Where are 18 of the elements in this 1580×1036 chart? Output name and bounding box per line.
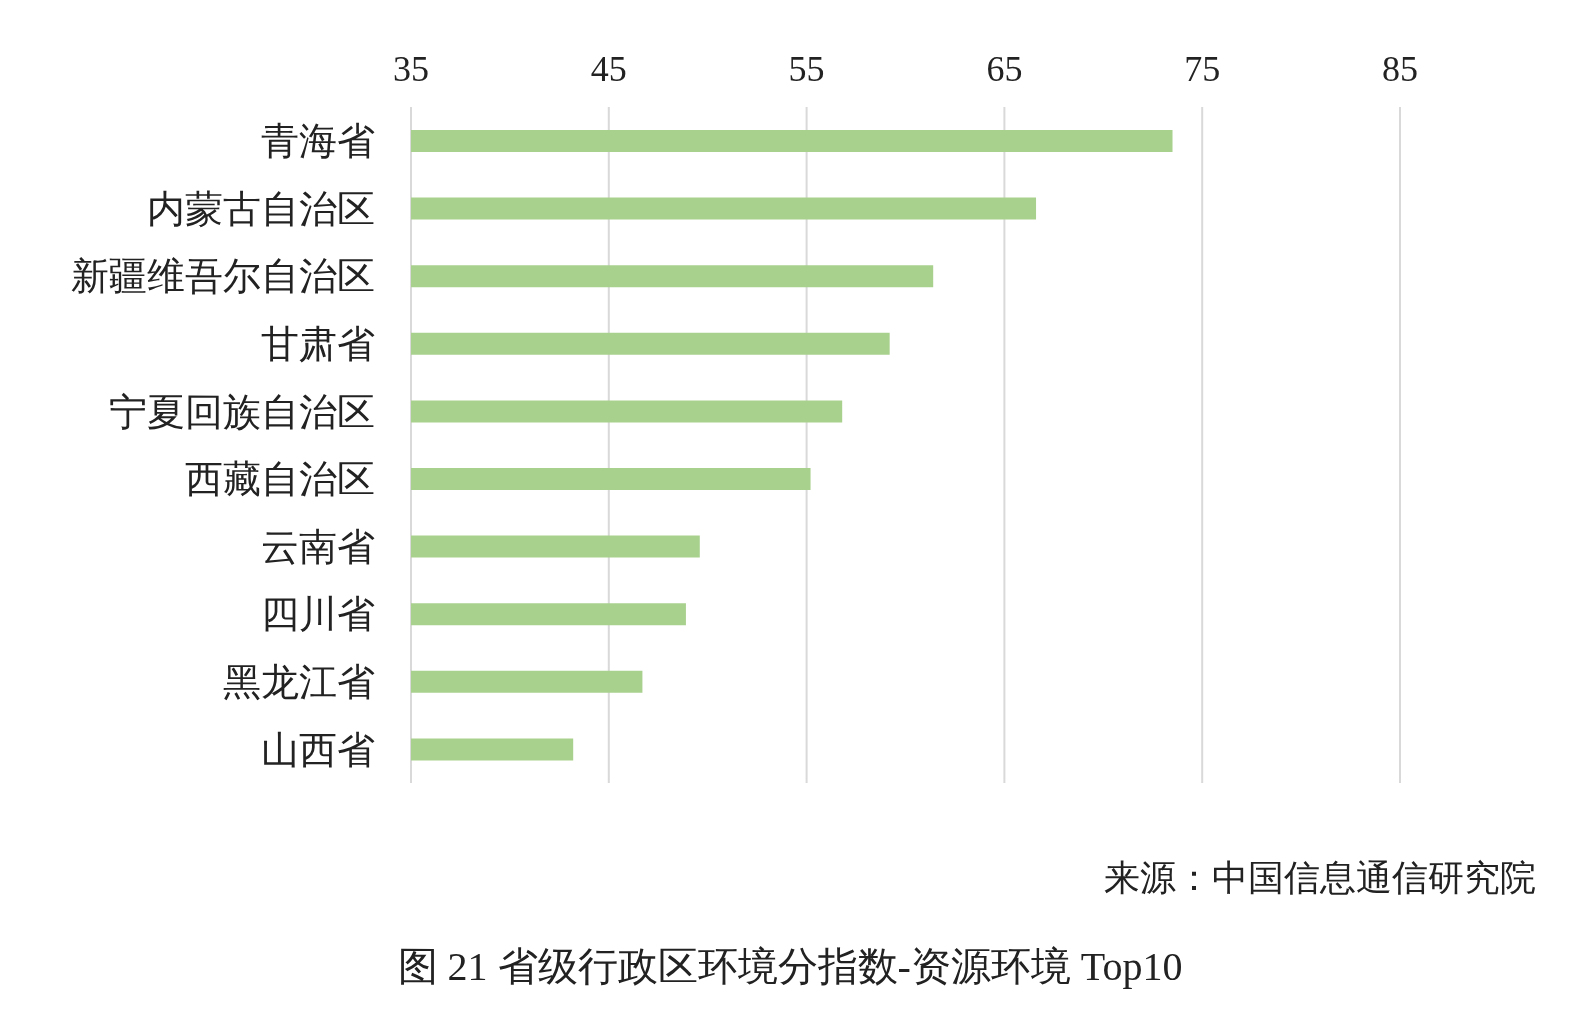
source-note: 来源：中国信息通信研究院 <box>1103 857 1537 900</box>
y-tick-label: 四川省 <box>261 593 375 636</box>
y-tick-label: 云南省 <box>261 525 375 568</box>
y-tick-label: 甘肃省 <box>261 323 375 366</box>
y-tick-label: 内蒙古自治区 <box>147 187 375 230</box>
text: 图 21 省级行政区环境分指数-资源环境 Top10 <box>396 943 1184 991</box>
x-tick-label: 65 <box>986 49 1023 89</box>
y-tick-label: 山西省 <box>261 728 375 771</box>
y-tick-label: 新疆维吾尔自治区 <box>71 255 375 298</box>
x-tick-label: 85 <box>1382 49 1418 89</box>
x-tick-label: 35 <box>393 49 429 89</box>
y-tick-label: 黑龙江省 <box>223 661 375 704</box>
x-tick-label: 75 <box>1184 49 1221 89</box>
x-tick-label: 55 <box>788 49 825 89</box>
x-tick-label: 45 <box>590 49 627 89</box>
y-tick-label: 西藏自治区 <box>185 458 375 501</box>
y-tick-label: 青海省 <box>261 120 375 163</box>
y-tick-label: 宁夏回族自治区 <box>109 390 375 433</box>
